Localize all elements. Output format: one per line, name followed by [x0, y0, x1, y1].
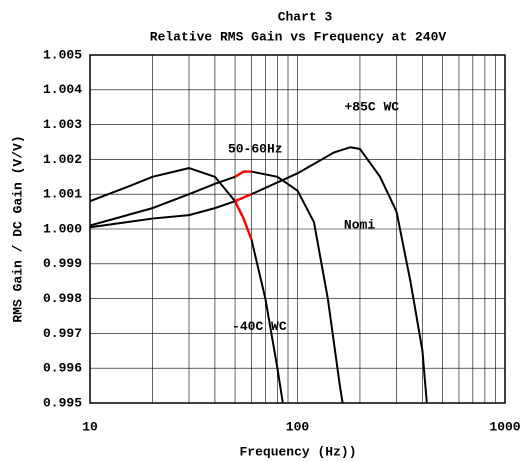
- highlight-segment: [234, 193, 252, 203]
- y-tick-label: 1.000: [43, 221, 82, 236]
- y-tick-label: 0.999: [43, 256, 82, 271]
- highlight-segment: [233, 200, 253, 240]
- chart-title: Chart 3: [278, 9, 333, 24]
- x-tick-label: 10: [82, 419, 98, 434]
- plot-frame: [89, 54, 506, 404]
- y-tick-label: 1.004: [43, 82, 82, 97]
- y-tick-label: 0.997: [43, 326, 82, 341]
- y-tick-label: 0.998: [43, 291, 82, 306]
- series-line: [89, 167, 284, 404]
- y-tick-label: 1.003: [43, 117, 82, 132]
- x-tick-label: 1000: [489, 419, 520, 434]
- chart-subtitle: Relative RMS Gain vs Frequency at 240V: [150, 29, 447, 44]
- curve-label: Nomi: [344, 217, 375, 232]
- series-line: [89, 146, 428, 404]
- x-tick-label: 100: [286, 419, 310, 434]
- y-axis-label: RMS Gain / DC Gain (V/V): [10, 135, 25, 322]
- y-tick-label: 0.996: [43, 361, 82, 376]
- curve-label: -40C WC: [232, 319, 287, 334]
- y-tick-label: 0.995: [43, 395, 82, 410]
- highlight-segment: [234, 170, 252, 178]
- curve-label: +85C WC: [344, 100, 399, 115]
- y-tick-label: 1.002: [43, 152, 82, 167]
- y-tick-label: 1.005: [43, 47, 82, 62]
- x-axis-label: Frequency (Hz)): [239, 444, 356, 459]
- highlight-label: 50-60Hz: [228, 141, 283, 156]
- y-tick-label: 1.001: [43, 187, 82, 202]
